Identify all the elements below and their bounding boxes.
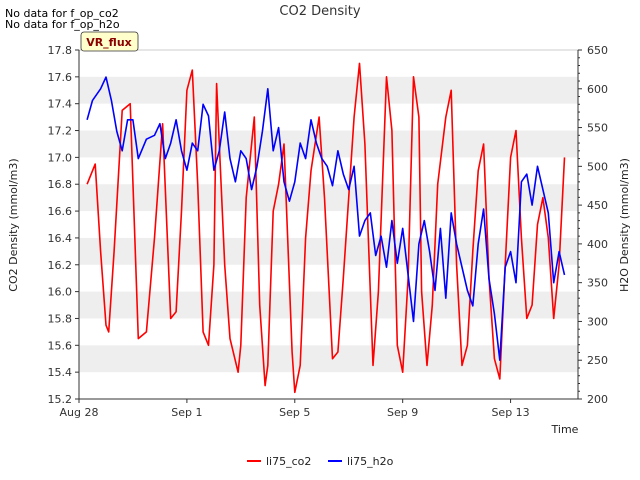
grid-band — [79, 130, 578, 158]
x-tick-label: Sep 5 — [279, 406, 310, 419]
vr-flux-badge: VR_flux — [80, 31, 139, 52]
left-tick-label: 17.8 — [48, 44, 73, 57]
series-layer — [86, 62, 566, 394]
grid-bands — [79, 76, 578, 373]
badge-box — [80, 31, 139, 52]
left-tick-label: 17.0 — [48, 151, 73, 164]
right-tick-label: 550 — [587, 122, 608, 135]
left-tick-label: 16.4 — [48, 232, 73, 245]
badge-label: VR_flux — [86, 36, 132, 49]
left-tick-label: 16.2 — [48, 259, 73, 272]
series-line-li75_co2 — [86, 62, 566, 394]
legend-label-co2: li75_co2 — [266, 455, 311, 468]
x-axis-title: Time — [551, 423, 579, 436]
right-tick-label: 450 — [587, 199, 608, 212]
right-axis: 200 250 300 350 400 450 500 550 600 650 — [577, 44, 608, 406]
series-line-li75_h2o — [86, 76, 566, 362]
grid-band — [79, 184, 578, 212]
right-tick-label: 400 — [587, 238, 608, 251]
left-tick-label: 16.0 — [48, 286, 73, 299]
right-tick-label: 600 — [587, 83, 608, 96]
right-tick-label: 250 — [587, 354, 608, 367]
grid-band — [79, 76, 578, 104]
x-tick-label: Sep 1 — [171, 406, 202, 419]
left-tick-label: 16.6 — [48, 205, 73, 218]
right-tick-label: 500 — [587, 160, 608, 173]
x-axis: Aug 28 Sep 1 Sep 5 Sep 9 Sep 13 — [60, 398, 578, 419]
grid-band — [79, 237, 578, 265]
left-tick-label: 15.6 — [48, 339, 73, 352]
right-tick-label: 300 — [587, 315, 608, 328]
left-tick-label: 15.2 — [48, 393, 73, 406]
left-tick-label: 17.6 — [48, 71, 73, 84]
legend-label-h2o: li75_h2o — [347, 455, 394, 468]
left-tick-label: 15.4 — [48, 366, 73, 379]
legend: li75_co2 li75_h2o — [247, 455, 394, 468]
x-tick-label: Sep 13 — [491, 406, 529, 419]
x-tick-label: Sep 9 — [387, 406, 418, 419]
right-tick-label: 650 — [587, 44, 608, 57]
chart-title: CO2 Density — [279, 4, 360, 19]
grid-band — [79, 345, 578, 373]
no-data-note-h2o: No data for f_op_h2o — [5, 18, 120, 31]
right-tick-label: 200 — [587, 393, 608, 406]
no-data-note-co2: No data for f_op_co2 — [5, 7, 119, 20]
left-tick-label: 15.8 — [48, 312, 73, 325]
x-tick-label: Aug 28 — [60, 406, 99, 419]
right-axis-title: H2O Density (mmol/m3) — [618, 158, 631, 292]
left-axis-title: CO2 Density (mmol/m3) — [7, 158, 20, 291]
right-tick-label: 350 — [587, 277, 608, 290]
left-tick-label: 17.2 — [48, 125, 73, 138]
left-tick-label: 16.8 — [48, 178, 73, 191]
left-axis: 15.2 15.4 15.6 15.8 16.0 16.2 16.4 16.6 16.8 17.0… — [48, 44, 80, 406]
left-tick-label: 17.4 — [48, 98, 73, 111]
